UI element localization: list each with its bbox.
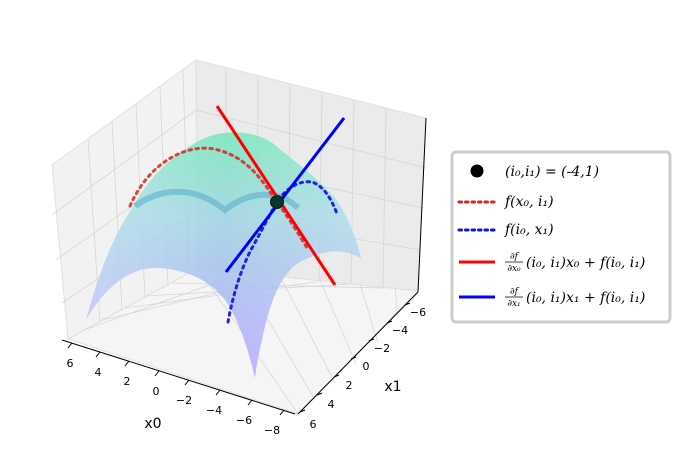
x0-tick-label: −2 [176, 394, 192, 407]
x1-tick-label: 2 [346, 379, 353, 392]
x1-tick-label: −4 [392, 324, 408, 337]
legend-entry-f-x0: f(x₀, i₁) [457, 194, 554, 210]
x0-tick-label: −4 [206, 404, 222, 417]
legend-entry-tangent-x1: ∂f ∂x₁ (i₀, i₁)x₁ + f(i₀, i₁) [459, 287, 645, 309]
legend-fraction-numerator: ∂f [510, 252, 520, 262]
x1-tick-labels: −6 −4 −2 0 2 4 6 [310, 306, 427, 431]
x0-tick-labels: 6 4 2 0 −2 −4 −6 −8 [67, 357, 281, 437]
legend-point-marker [470, 164, 484, 178]
x0-tick-label: −8 [264, 424, 280, 437]
x1-tick-label: −2 [374, 342, 390, 355]
curve-f-i0-x1 [226, 180, 339, 324]
x1-tick-label: 0 [363, 360, 370, 373]
legend-label: f(x₀, i₁) [504, 194, 554, 210]
x1-tick-label: 4 [328, 398, 335, 411]
legend-fraction-denominator: ∂x₁ [507, 299, 520, 309]
x1-tick-label: −6 [410, 306, 426, 319]
legend-label: f(i₀, x₁) [504, 222, 554, 238]
legend-entry-tangent-x0: ∂f ∂x₀ (i₀, i₁)x₀ + f(i₀, i₁) [459, 252, 645, 274]
x0-tick-label: 6 [67, 357, 74, 370]
legend-entry-point: (i₀,i₁) = (-4,1) [470, 164, 599, 180]
x0-tick-label: 4 [95, 366, 102, 379]
x1-axis-title: x1 [384, 379, 401, 395]
x0-tick-label: 2 [124, 375, 131, 388]
x0-tick-label: −6 [236, 414, 252, 427]
legend-label: (i₀, i₁)x₁ + f(i₀, i₁) [526, 290, 645, 306]
legend-box [450, 150, 672, 324]
curve-f-x0-i1 [128, 146, 309, 250]
x1-tick-label: 6 [310, 418, 317, 431]
legend-label: (i₀,i₁) = (-4,1) [505, 164, 599, 180]
x0-ticks [67, 342, 285, 416]
legend-label: (i₀, i₁)x₀ + f(i₀, i₁) [526, 255, 645, 271]
tangent-line-x1 [224, 117, 346, 273]
axis-edges [61, 117, 427, 415]
x0-tick-label: 0 [153, 385, 160, 398]
x0-axis-title: x0 [144, 416, 161, 432]
evaluation-point [270, 195, 284, 209]
legend-fraction-denominator: ∂x₀ [507, 264, 521, 274]
legend-fraction-numerator: ∂f [510, 287, 520, 297]
legend: (i₀,i₁) = (-4,1) f(x₀, i₁) f(i₀, x₁) ∂f … [450, 150, 672, 324]
legend-entry-f-x1: f(i₀, x₁) [457, 222, 554, 238]
x1-ticks [299, 302, 411, 413]
